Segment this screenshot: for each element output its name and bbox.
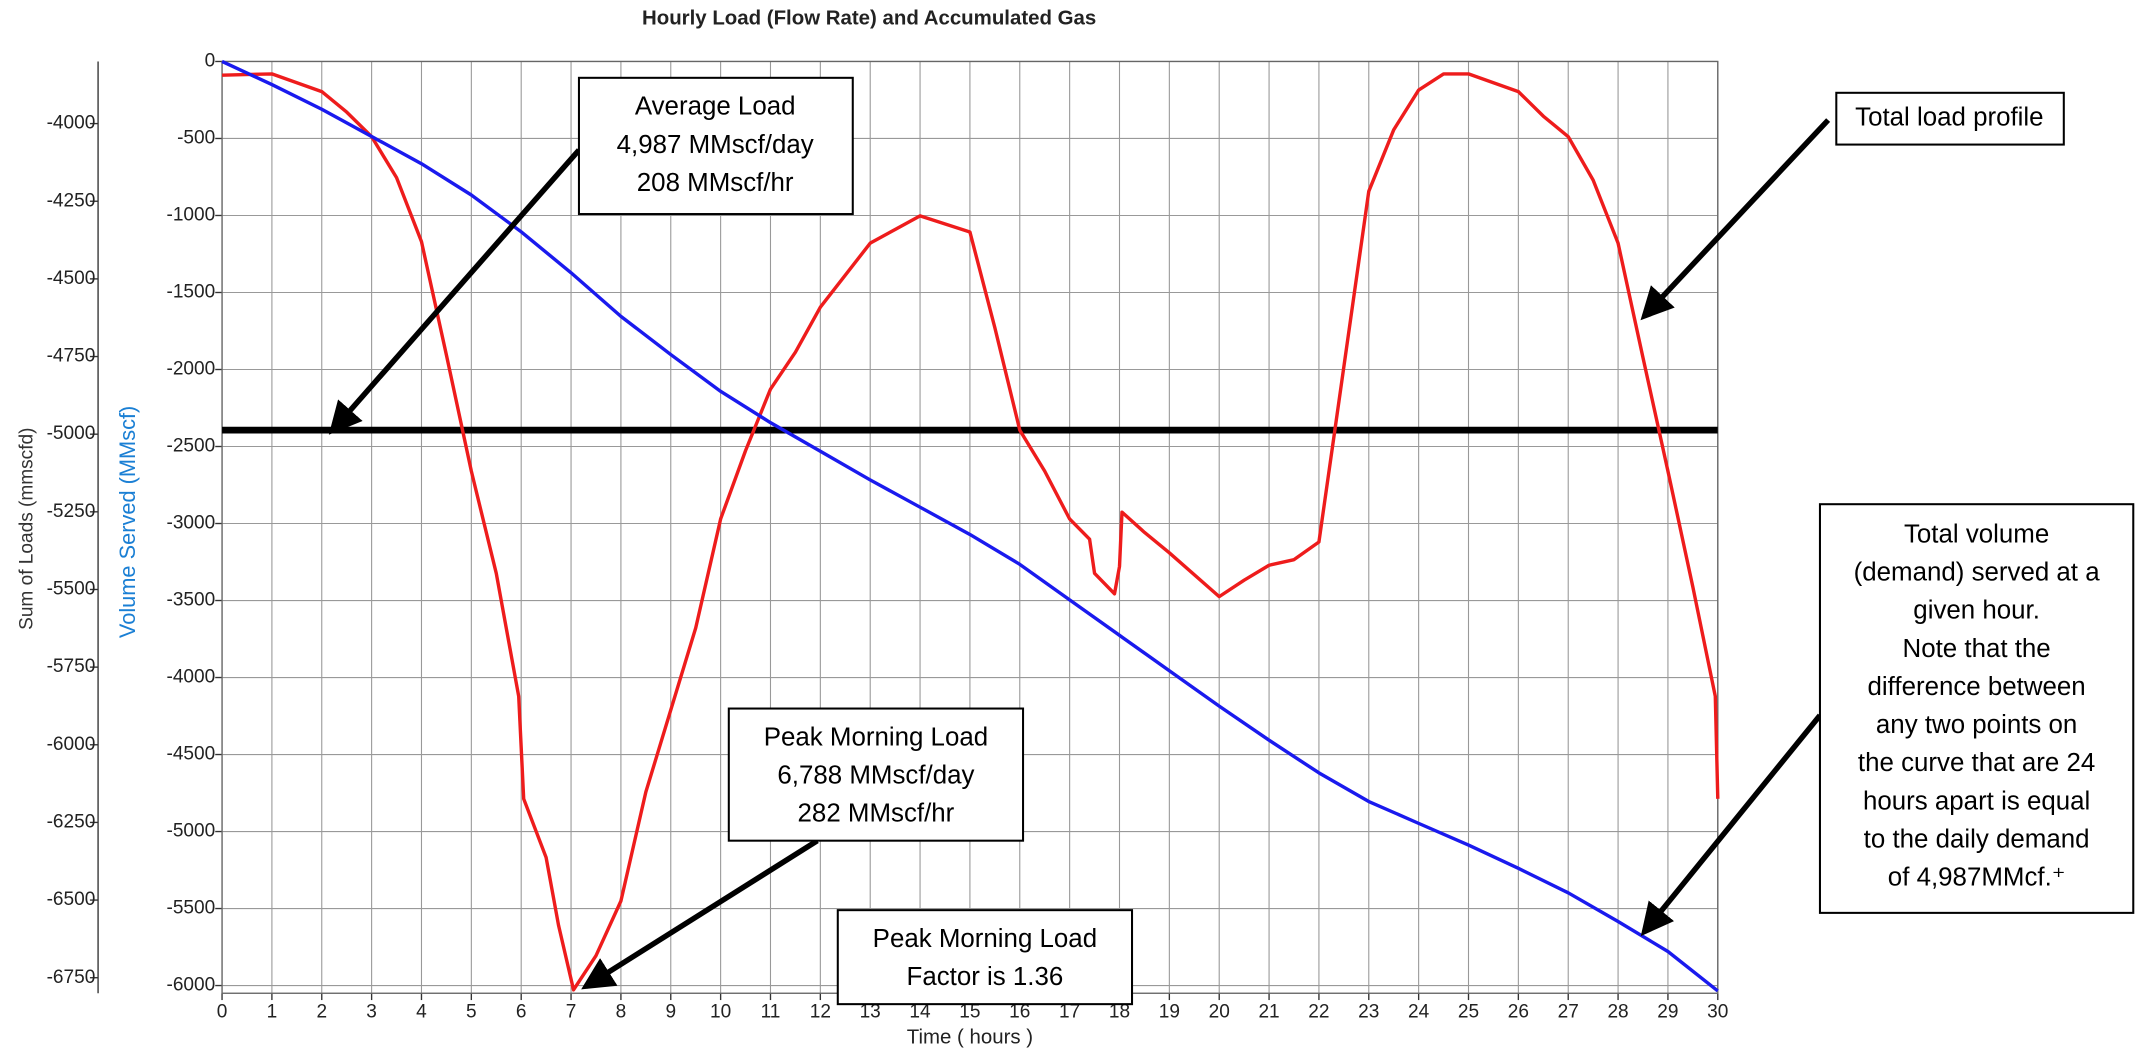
y2-tick-label: -5000 bbox=[166, 821, 215, 842]
x-tick-label: 26 bbox=[1508, 1001, 1529, 1022]
x-tick-label: 0 bbox=[217, 1001, 228, 1022]
annotation-box bbox=[577, 76, 854, 216]
annotation-box bbox=[1835, 91, 2065, 146]
y-tick-label: -5500 bbox=[47, 579, 96, 600]
y2-tick-label: -2500 bbox=[166, 436, 215, 457]
x-tick-label: 29 bbox=[1657, 1001, 1678, 1022]
series-line bbox=[221, 59, 1719, 993]
annotation-text: Average Load bbox=[635, 93, 796, 121]
x-tick-label: 3 bbox=[366, 1001, 377, 1022]
annotation-text: any two points on bbox=[1876, 711, 2077, 739]
y2-tick-label: -4000 bbox=[166, 667, 215, 688]
arrow bbox=[1640, 118, 1831, 321]
y-tick-label: -6500 bbox=[47, 889, 96, 910]
y-tick-label: -5000 bbox=[47, 423, 96, 444]
annotation-text: Factor is 1.36 bbox=[907, 963, 1064, 991]
x-tick-label: 8 bbox=[616, 1001, 627, 1022]
x-tick-label: 7 bbox=[566, 1001, 577, 1022]
arrows bbox=[328, 118, 1831, 990]
annotation-text: 208 MMscf/hr bbox=[637, 169, 794, 197]
x-tick-label: 2 bbox=[316, 1001, 327, 1022]
y-tick-label: -6750 bbox=[47, 967, 96, 988]
y-axis-label: Sum of Loads (mmscfd) bbox=[16, 428, 37, 630]
annotation-text: of 4,987MMcf.⁺ bbox=[1888, 864, 2066, 892]
annotation-text: to the daily demand bbox=[1864, 826, 2090, 854]
series-line bbox=[222, 72, 1720, 992]
x-tick-label: 1 bbox=[267, 1001, 278, 1022]
x-tick-label: 5 bbox=[466, 1001, 477, 1022]
annotation-text: hours apart is equal bbox=[1863, 787, 2090, 815]
x-tick-label: 4 bbox=[416, 1001, 427, 1022]
annotation-text: 282 MMscf/hr bbox=[798, 800, 955, 828]
x-tick-label: 10 bbox=[710, 1001, 731, 1022]
x-tick-label: 14 bbox=[909, 1001, 931, 1022]
x-tick-label: 11 bbox=[761, 1001, 781, 1022]
y2-tick-label: -4500 bbox=[166, 744, 215, 765]
y2-axis-label: Volume Served (MMscf) bbox=[115, 406, 140, 638]
chart-title: Hourly Load (Flow Rate) and Accumulated … bbox=[642, 8, 1096, 30]
y2-tick-label: -3500 bbox=[166, 590, 215, 611]
x-tick-label: 20 bbox=[1209, 1001, 1230, 1022]
y-tick-label: -4500 bbox=[47, 268, 96, 289]
x-tick-label: 21 bbox=[1258, 1001, 1279, 1022]
x-tick-label: 30 bbox=[1707, 1001, 1728, 1022]
y2-tick-label: 0 bbox=[205, 51, 216, 72]
x-tick-label: 13 bbox=[860, 1001, 881, 1022]
y-tick-label: -6000 bbox=[47, 734, 96, 755]
y2-tick-label: -6000 bbox=[166, 975, 215, 996]
annotation-text: the curve that are 24 bbox=[1858, 749, 2095, 777]
x-tick-label: 15 bbox=[959, 1001, 980, 1022]
y2-tick-label: -500 bbox=[177, 128, 215, 149]
y2-tick-label: -1000 bbox=[166, 205, 215, 226]
annotation-text: Peak Morning Load bbox=[764, 723, 988, 751]
y-tick-label: -5250 bbox=[47, 501, 96, 522]
annotation-text: difference between bbox=[1868, 673, 2086, 701]
annotation-text: Total volume bbox=[1904, 520, 2049, 548]
x-tick-label: 16 bbox=[1009, 1001, 1030, 1022]
annotation-box bbox=[1818, 503, 2135, 914]
x-tick-label: 23 bbox=[1358, 1001, 1379, 1022]
y-tick-label: -5750 bbox=[47, 656, 96, 677]
y-tick-label: -4250 bbox=[47, 190, 96, 211]
annotation-text: given hour. bbox=[1913, 597, 2040, 625]
annotation-text: 6,788 MMscf/day bbox=[777, 761, 974, 789]
x-tick-label: 18 bbox=[1109, 1001, 1130, 1022]
y-tick-label: -6250 bbox=[47, 811, 96, 832]
arrow bbox=[1640, 713, 1823, 937]
annotation-box bbox=[836, 909, 1134, 1006]
y2-tick-label: -5500 bbox=[166, 898, 215, 919]
x-tick-label: 6 bbox=[516, 1001, 527, 1022]
y-tick-label: -4000 bbox=[47, 113, 96, 134]
annotation-text: Peak Morning Load bbox=[873, 925, 1097, 953]
x-tick-label: 28 bbox=[1607, 1001, 1628, 1022]
x-tick-label: 12 bbox=[810, 1001, 831, 1022]
x-tick-label: 24 bbox=[1408, 1001, 1430, 1022]
annotation-box bbox=[727, 707, 1025, 842]
annotation-text: Note that the bbox=[1903, 635, 2051, 663]
x-tick-label: 19 bbox=[1159, 1001, 1180, 1022]
y2-tick-label: -1500 bbox=[166, 282, 215, 303]
y-tick-label: -4750 bbox=[47, 346, 96, 367]
x-tick-label: 25 bbox=[1458, 1001, 1479, 1022]
annotation-text: (demand) served at a bbox=[1854, 559, 2101, 587]
x-tick-label: 17 bbox=[1059, 1001, 1080, 1022]
y2-tick-label: -3000 bbox=[166, 513, 215, 534]
plot-area: 0 1 2 3 4 5 6 7 8 9 10 11 12 13 14 15 16 17 18 19 20 21 22 23 24… bbox=[47, 51, 1729, 1023]
x-tick-label: 9 bbox=[665, 1001, 676, 1022]
arrow bbox=[328, 148, 582, 435]
arrow bbox=[581, 838, 819, 990]
x-tick-label: 22 bbox=[1308, 1001, 1329, 1022]
annotation-text: 4,987 MMscf/day bbox=[617, 131, 814, 159]
annotations: Average Load 4,987 MMscf/day 208 MMscf/hr T… bbox=[577, 76, 2135, 1006]
x-tick-label: 27 bbox=[1558, 1001, 1579, 1022]
x-axis-label: Time ( hours ) bbox=[907, 1027, 1033, 1049]
annotation-text: Total load profile bbox=[1855, 104, 2043, 132]
y2-tick-label: -2000 bbox=[166, 359, 215, 380]
